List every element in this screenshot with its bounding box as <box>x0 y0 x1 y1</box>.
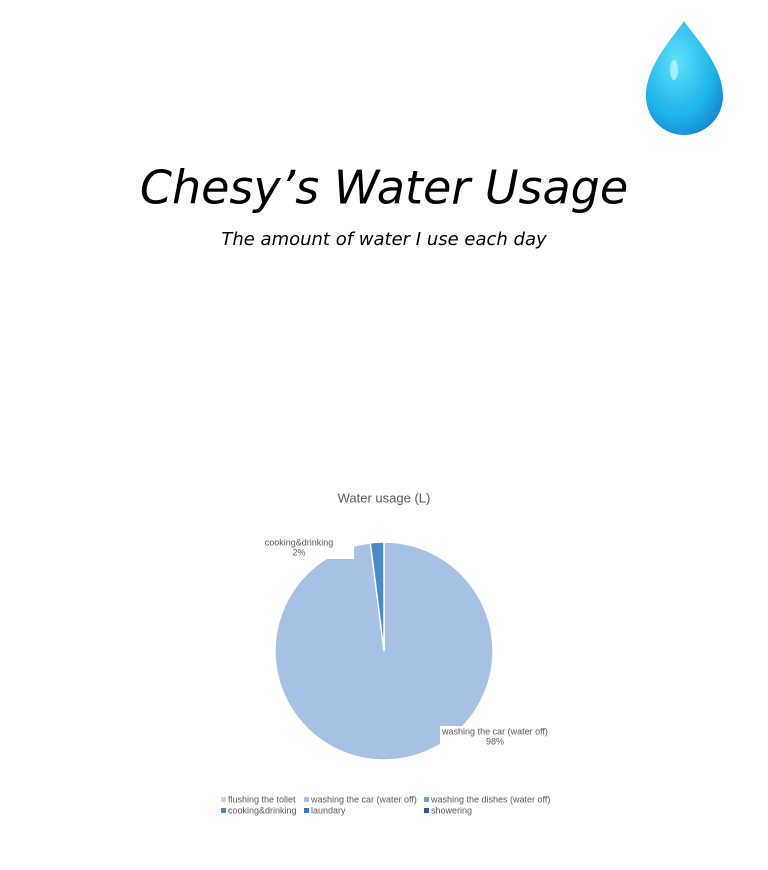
legend-swatch <box>221 797 226 802</box>
legend-label: cooking&drinking <box>228 805 297 815</box>
water-drop-icon <box>646 21 723 135</box>
label-bg <box>440 726 550 748</box>
data-label-value: 98% <box>486 736 504 746</box>
chart-title: Water usage (L) <box>338 490 431 505</box>
drop-highlight <box>670 60 678 80</box>
data-label-category: cooking&drinking <box>265 537 334 547</box>
legend-label: laundary <box>311 805 346 815</box>
data-label-value: 2% <box>292 547 305 557</box>
label-bg <box>244 537 354 559</box>
pie-slice <box>369 541 385 652</box>
data-label-category: washing the car (water off) <box>441 726 548 736</box>
legend-swatch <box>424 797 429 802</box>
legend-label: washing the car (water off) <box>310 794 417 804</box>
legend-label: washing the dishes (water off) <box>430 794 550 804</box>
page-subtitle: The amount of water I use each day <box>221 229 547 250</box>
page-title: Chesy’s Water Usage <box>140 161 628 215</box>
legend-label: flushing the toliet <box>228 794 296 804</box>
legend-label: showering <box>431 805 472 815</box>
legend-swatch <box>304 808 309 813</box>
legend-swatch <box>304 797 309 802</box>
legend-swatch <box>221 808 226 813</box>
legend-swatch <box>424 808 429 813</box>
